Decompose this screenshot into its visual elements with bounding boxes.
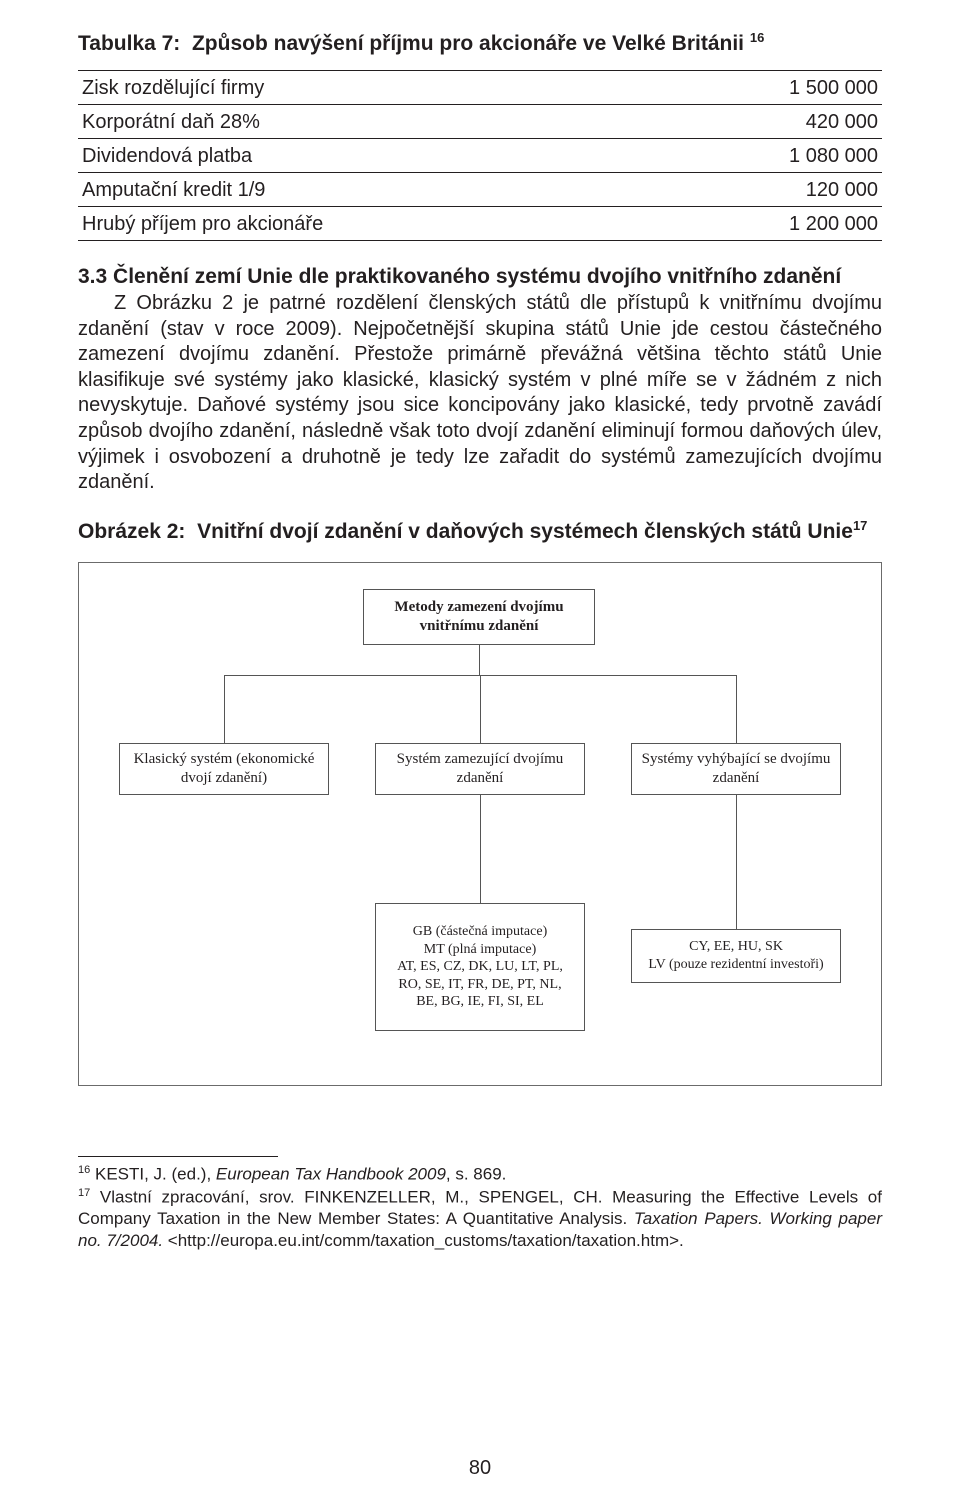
section-title: Členění zemí Unie dle praktikovaného sys… [113, 265, 841, 288]
footnote-text: KESTI, J. (ed.), [95, 1164, 216, 1183]
diagram-node-mid-right: Systémy vyhýbající se dvojímu zdanění [631, 743, 841, 795]
table-caption-title: Způsob navýšení příjmu pro akcionáře ve … [192, 32, 744, 55]
diagram-node-root: Metody zamezení dvojímu vnitřnímu zdaněn… [363, 589, 595, 645]
table-caption-sup: 16 [750, 30, 764, 45]
table-row: Amputační kredit 1/9 120 000 [78, 173, 882, 207]
tree-diagram: Metody zamezení dvojímu vnitřnímu zdaněn… [78, 562, 882, 1086]
footnote-sup: 17 [78, 1187, 90, 1199]
figure-caption-prefix: Obrázek 2: [78, 520, 185, 543]
table-cell-label: Dividendová platba [78, 139, 657, 173]
table-row: Dividendová platba 1 080 000 [78, 139, 882, 173]
diagram-node-bot-right: CY, EE, HU, SK LV (pouze rezidentní inve… [631, 929, 841, 983]
figure-caption: Obrázek 2: Vnitřní dvojí zdanění v daňov… [78, 518, 882, 544]
table-cell-value: 1 200 000 [657, 207, 882, 241]
footnote-rule [78, 1156, 278, 1157]
diagram-edge [736, 795, 737, 929]
diagram-node-mid-center: Systém zamezující dvojímu zdanění [375, 743, 585, 795]
diagram-node-label: CY, EE, HU, SK LV (pouze rezidentní inve… [648, 938, 823, 973]
diagram-node-label: GB (částečná imputace) MT (plná imputace… [397, 923, 563, 1011]
page-number: 80 [0, 1457, 960, 1480]
footnote-text: <http://europa.eu.int/comm/taxation_cust… [163, 1231, 684, 1250]
diagram-node-label: Systémy vyhýbající se dvojímu zdanění [640, 750, 832, 788]
table-row: Hrubý příjem pro akcionáře 1 200 000 [78, 207, 882, 241]
figure-caption-sup: 17 [853, 518, 867, 533]
table-cell-label: Hrubý příjem pro akcionáře [78, 207, 657, 241]
table-caption-prefix: Tabulka 7: [78, 32, 180, 55]
table-cell-value: 420 000 [657, 105, 882, 139]
footnote-text: , s. 869. [446, 1164, 506, 1183]
section-heading: 3.3 Členění zemí Unie dle praktikovaného… [78, 265, 882, 289]
table-cell-label: Korporátní daň 28% [78, 105, 657, 139]
body-paragraph: Z Obrázku 2 je patrné rozdělení členskýc… [78, 291, 882, 496]
table-row: Zisk rozdělující firmy 1 500 000 [78, 71, 882, 105]
figure-caption-title: Vnitřní dvojí zdanění v daňových systéme… [197, 520, 853, 543]
diagram-edge [736, 675, 737, 743]
diagram-node-mid-left: Klasický systém (ekonomické dvojí zdaněn… [119, 743, 329, 795]
diagram-node-label: Systém zamezující dvojímu zdanění [384, 750, 576, 788]
footnote: 16 KESTI, J. (ed.), European Tax Handboo… [78, 1163, 882, 1186]
table-cell-label: Zisk rozdělující firmy [78, 71, 657, 105]
section-number: 3.3 [78, 265, 107, 288]
footnote-italic: European Tax Handbook 2009 [216, 1164, 446, 1183]
table-cell-value: 1 500 000 [657, 71, 882, 105]
diagram-edge [480, 675, 481, 743]
diagram-node-label: Klasický systém (ekonomické dvojí zdaněn… [128, 750, 320, 788]
table-row: Korporátní daň 28% 420 000 [78, 105, 882, 139]
footnote: 17 Vlastní zpracování, srov. FINKENZELLE… [78, 1186, 882, 1253]
footnote-sup: 16 [78, 1164, 90, 1176]
table-caption: Tabulka 7: Způsob navýšení příjmu pro ak… [78, 30, 882, 56]
diagram-edge [224, 675, 225, 743]
table-cell-label: Amputační kredit 1/9 [78, 173, 657, 207]
table-cell-value: 120 000 [657, 173, 882, 207]
diagram-edge [480, 795, 481, 903]
data-table: Zisk rozdělující firmy 1 500 000 Korporá… [78, 70, 882, 241]
diagram-node-label: Metody zamezení dvojímu vnitřnímu zdaněn… [372, 598, 586, 636]
table-cell-value: 1 080 000 [657, 139, 882, 173]
diagram-edge [479, 645, 480, 675]
diagram-node-bot-center: GB (částečná imputace) MT (plná imputace… [375, 903, 585, 1031]
